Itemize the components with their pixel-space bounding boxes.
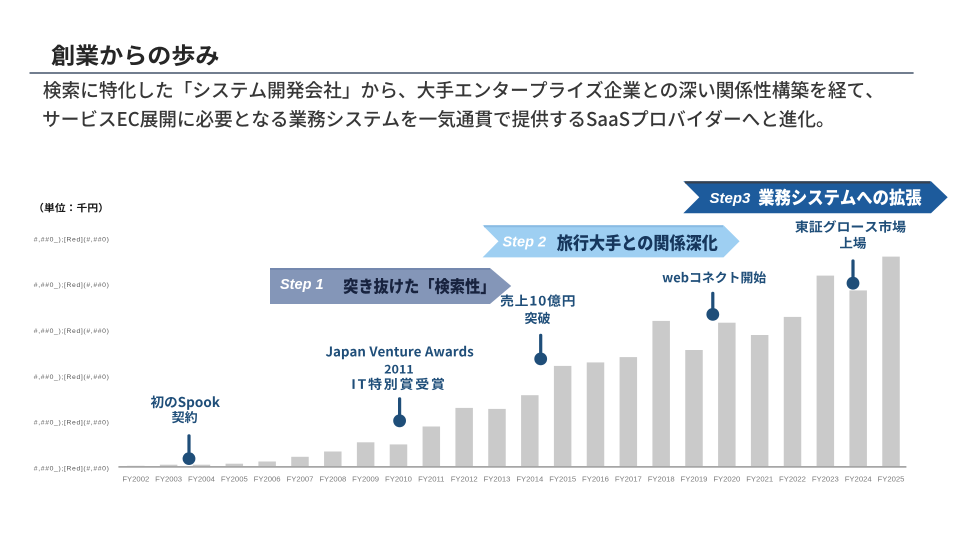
svg-text:FY2006: FY2006 [254, 475, 281, 484]
svg-text:FY2008: FY2008 [319, 475, 346, 484]
svg-text:FY2023: FY2023 [812, 475, 839, 484]
svg-text:#,##0_);[Red](#,##0): #,##0_);[Red](#,##0) [34, 282, 110, 289]
svg-text:FY2013: FY2013 [484, 475, 511, 484]
svg-text:FY2025: FY2025 [878, 475, 905, 484]
svg-text:FY2020: FY2020 [713, 475, 740, 484]
svg-text:FY2015: FY2015 [549, 475, 576, 484]
svg-text:#,##0_);[Red](#,##0): #,##0_);[Red](#,##0) [34, 374, 110, 381]
svg-text:#,##0_);[Red](#,##0): #,##0_);[Red](#,##0) [34, 328, 110, 335]
svg-text:FY2016: FY2016 [582, 475, 609, 484]
svg-text:FY2003: FY2003 [155, 475, 182, 484]
svg-text:FY2021: FY2021 [746, 475, 773, 484]
svg-text:FY2014: FY2014 [516, 475, 544, 484]
svg-text:Step 1: Step 1 [280, 277, 324, 293]
svg-text:FY2005: FY2005 [221, 475, 248, 484]
svg-text:FY2009: FY2009 [352, 475, 379, 484]
svg-text:FY2010: FY2010 [385, 475, 412, 484]
svg-text:#,##0_);[Red](#,##0): #,##0_);[Red](#,##0) [34, 465, 110, 472]
svg-text:FY2024: FY2024 [845, 475, 873, 484]
svg-text:Step3: Step3 [710, 190, 752, 207]
svg-text:FY2022: FY2022 [779, 475, 806, 484]
svg-text:FY2018: FY2018 [648, 475, 675, 484]
svg-text:FY2004: FY2004 [188, 475, 216, 484]
svg-text:FY2007: FY2007 [287, 475, 314, 484]
svg-text:FY2011: FY2011 [418, 475, 444, 484]
svg-text:#,##0_);[Red](#,##0): #,##0_);[Red](#,##0) [34, 236, 110, 243]
svg-text:FY2019: FY2019 [681, 475, 708, 484]
svg-text:FY2017: FY2017 [615, 475, 642, 484]
svg-text:#,##0_);[Red](#,##0): #,##0_);[Red](#,##0) [34, 420, 110, 427]
svg-text:FY2002: FY2002 [122, 475, 149, 484]
svg-text:Step 2: Step 2 [503, 234, 547, 250]
svg-text:FY2012: FY2012 [451, 475, 478, 484]
